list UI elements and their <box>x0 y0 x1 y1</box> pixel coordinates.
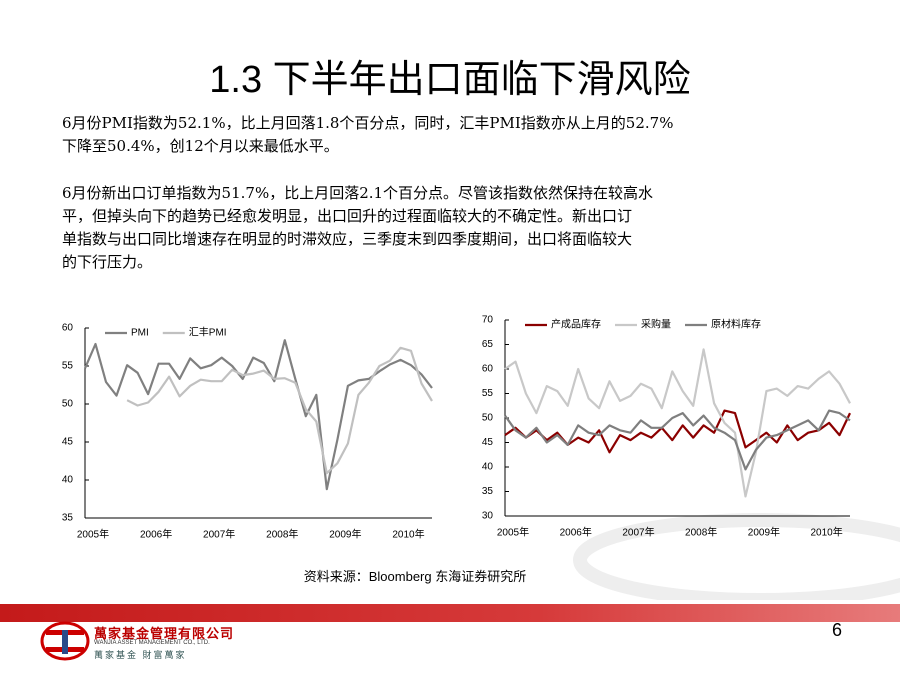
y-tick-label: 65 <box>482 339 494 350</box>
x-tick-label: 2009年 <box>329 528 361 541</box>
legend-label: 汇丰PMI <box>189 326 227 339</box>
series-line <box>504 348 851 498</box>
text-line: 平，但掉头向下的趋势已经愈发明显，出口回升的过程面临较大的不确定性。新出口订 <box>62 207 633 225</box>
y-tick-label: 35 <box>62 513 74 524</box>
y-tick-label: 60 <box>62 323 74 334</box>
source-note: 资料来源：Bloomberg 东海证券研究所 <box>303 569 527 584</box>
slide-title: 1.3 下半年出口面临下滑风险 <box>209 59 691 101</box>
series-line <box>126 346 433 475</box>
series-line <box>83 339 433 491</box>
page-number: 6 <box>832 620 843 640</box>
legend-label: 产成品库存 <box>551 318 601 331</box>
logo-name: 萬家基金管理有限公司 <box>94 626 235 641</box>
decoration <box>573 513 900 600</box>
paragraph: 6月份新出口订单指数为51.7%，比上月回落2.1个百分点。尽管该指数依然保持在… <box>62 182 653 274</box>
logo-english: WANJIA ASSET MANAGEMENT CO., LTD. <box>94 640 210 646</box>
y-tick-label: 45 <box>62 437 74 448</box>
legend-label: 采购量 <box>641 318 671 331</box>
text-line: 6月份新出口订单指数为51.7%，比上月回落2.1个百分点。尽管该指数依然保持在… <box>62 184 654 202</box>
x-tick-label: 2005年 <box>77 528 109 541</box>
logo-icon <box>40 621 90 661</box>
text-line: 下降至50.4%，创12个月以来最低水平。 <box>62 137 339 155</box>
text-line: 的下行压力。 <box>62 253 153 271</box>
y-tick-label: 30 <box>482 511 494 522</box>
x-tick-label: 2007年 <box>203 528 235 541</box>
x-tick-label: 2010年 <box>392 528 424 541</box>
y-tick-label: 70 <box>482 315 494 326</box>
x-tick-label: 2009年 <box>748 526 780 539</box>
legend-label: PMI <box>131 328 149 339</box>
y-tick-label: 60 <box>482 364 494 375</box>
x-tick-label: 2008年 <box>266 528 298 541</box>
y-tick-label: 35 <box>482 486 494 497</box>
y-tick-label: 50 <box>482 413 494 424</box>
series-line <box>504 409 851 454</box>
paragraph: 6月份PMI指数为52.1%，比上月回落1.8个百分点，同时，汇丰PMI指数亦从… <box>62 112 673 158</box>
y-tick-label: 45 <box>482 437 494 448</box>
footer-band <box>0 604 900 622</box>
series-line <box>504 409 851 471</box>
x-tick-label: 2007年 <box>622 526 654 539</box>
x-tick-label: 2005年 <box>497 526 529 539</box>
text-line: 6月份PMI指数为52.1%，比上月回落1.8个百分点，同时，汇丰PMI指数亦从… <box>62 114 674 132</box>
x-tick-label: 2008年 <box>685 526 717 539</box>
legend-label: 原材料库存 <box>711 318 761 331</box>
y-tick-label: 55 <box>62 361 74 372</box>
x-tick-label: 2006年 <box>560 526 592 539</box>
y-tick-label: 40 <box>482 462 494 473</box>
y-tick-label: 50 <box>62 399 74 410</box>
text-line: 单指数与出口同比增速存在明显的时滞效应，三季度末到四季度期间，出口将面临较大 <box>62 230 633 248</box>
x-tick-label: 2006年 <box>140 528 172 541</box>
charts: 35 40 45 50 55 60 2005年 2006年 2007年 2008年 2009年 201… <box>62 315 900 600</box>
y-tick-label: 40 <box>62 475 74 486</box>
x-tick-label: 2010年 <box>811 526 843 539</box>
y-tick-label: 55 <box>482 388 494 399</box>
logo-slogan: 萬家基金 財富萬家 <box>94 650 187 660</box>
